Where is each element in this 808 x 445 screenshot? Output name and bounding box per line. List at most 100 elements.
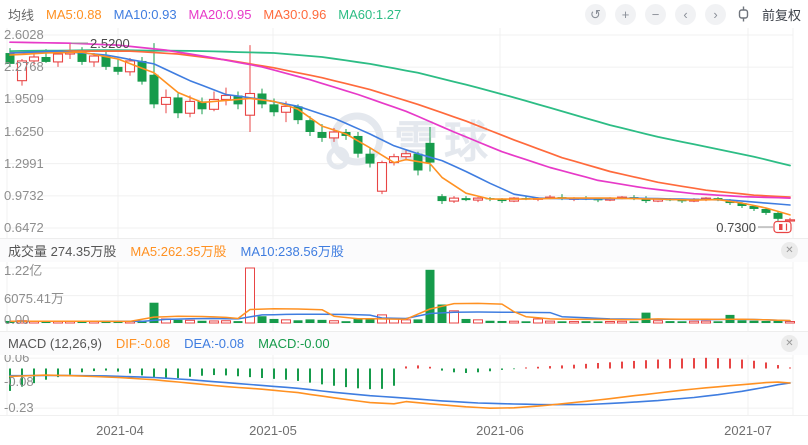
candle-body bbox=[761, 208, 771, 213]
candle-body bbox=[353, 135, 363, 154]
volume-bar bbox=[497, 320, 507, 323]
volume-bar bbox=[401, 319, 411, 324]
zoom-in-button[interactable]: + bbox=[614, 3, 636, 25]
kline-style-button[interactable] bbox=[735, 5, 753, 23]
volume-bar bbox=[209, 320, 219, 324]
volume-bar bbox=[581, 321, 591, 323]
volume-bar bbox=[329, 320, 339, 324]
volume-bar bbox=[713, 321, 723, 323]
volume-bar bbox=[461, 318, 471, 323]
candle-body bbox=[173, 97, 183, 114]
candle-body bbox=[77, 51, 87, 62]
pan-right-button[interactable]: › bbox=[704, 3, 726, 25]
candle-body bbox=[749, 206, 759, 209]
candle-body bbox=[497, 199, 507, 202]
candle-body bbox=[208, 98, 220, 110]
high-price-annotation: 2.5200 bbox=[90, 36, 130, 51]
volume-bar bbox=[509, 320, 519, 324]
candle-body bbox=[101, 56, 111, 67]
reset-button[interactable]: ↺ bbox=[584, 3, 606, 25]
candle-body bbox=[124, 60, 136, 73]
candle-body bbox=[88, 55, 100, 63]
volume-bar bbox=[341, 321, 351, 323]
volume-bar bbox=[269, 318, 279, 323]
candle-body bbox=[448, 197, 460, 202]
volume-bar bbox=[557, 321, 567, 323]
candle-body bbox=[328, 131, 340, 139]
candle-body bbox=[737, 203, 747, 207]
candle-body bbox=[305, 120, 315, 132]
candle-body bbox=[160, 96, 172, 105]
volume-bar bbox=[593, 321, 603, 323]
candle-body bbox=[593, 199, 603, 201]
volume-bar bbox=[257, 316, 267, 323]
volume-bar bbox=[197, 320, 207, 323]
candle-body bbox=[677, 200, 687, 202]
volume-bar bbox=[77, 321, 87, 323]
candle-body bbox=[269, 104, 279, 113]
volume-legend-bar: 成交量 274.35万股 MA5:262.35万股 MA10:238.56万股 … bbox=[0, 238, 808, 262]
zoom-out-button[interactable]: − bbox=[644, 3, 666, 25]
watermark-logo bbox=[326, 146, 350, 170]
macd-dea-value: DEA:-0.08 bbox=[184, 336, 245, 351]
candle-body bbox=[365, 153, 375, 164]
volume-bar bbox=[689, 320, 699, 324]
pan-left-button[interactable]: ‹ bbox=[674, 3, 696, 25]
candle-body bbox=[41, 56, 51, 62]
ma-legend-bar: 均线 MA5:0.88 MA10:0.93 MA20:0.95 MA30:0.9… bbox=[0, 0, 808, 28]
volume-bar bbox=[617, 320, 627, 324]
candle-body bbox=[149, 74, 159, 105]
candle-body bbox=[113, 66, 123, 72]
macd-dif-value: DIF:-0.08 bbox=[115, 336, 171, 351]
volume-bar bbox=[149, 302, 159, 323]
candle-body bbox=[197, 101, 207, 110]
candle-body bbox=[220, 94, 232, 100]
volume-bar bbox=[677, 321, 687, 323]
volume-bar bbox=[233, 321, 243, 323]
volume-bar bbox=[317, 319, 327, 323]
volume-ma5-line bbox=[9, 302, 791, 323]
volume-close-button[interactable]: ✕ bbox=[781, 242, 798, 259]
candle-body bbox=[28, 56, 40, 62]
macd-close-button[interactable]: ✕ bbox=[781, 335, 798, 352]
candle-body bbox=[773, 212, 783, 219]
volume-bar bbox=[293, 320, 303, 323]
date-axis-divider bbox=[0, 415, 808, 416]
ma60-value: MA60:1.27 bbox=[338, 6, 402, 22]
volume-ma10-value: MA10:238.56万股 bbox=[240, 244, 344, 259]
candle-body bbox=[400, 153, 412, 158]
volume-ma5-value: MA5:262.35万股 bbox=[130, 244, 227, 259]
price-ma20-line bbox=[9, 41, 791, 199]
volume-bar bbox=[701, 320, 711, 324]
volume-bar bbox=[641, 312, 651, 323]
volume-bar bbox=[485, 320, 495, 323]
volume-bar bbox=[305, 319, 315, 323]
volume-bar bbox=[665, 321, 675, 323]
price-adjust-mode[interactable]: 前复权 bbox=[761, 7, 801, 23]
macd-legend-bar: MACD (12,26,9) DIF:-0.08 DEA:-0.08 MACD:… bbox=[0, 331, 808, 355]
volume-bar bbox=[449, 310, 459, 324]
volume-bar bbox=[749, 320, 759, 323]
volume-bar bbox=[221, 320, 231, 324]
volume-bar bbox=[521, 321, 531, 323]
candle-body bbox=[641, 199, 651, 202]
volume-bar bbox=[437, 304, 447, 323]
volume-bar bbox=[785, 321, 795, 324]
chart-toolbar: ↺ + − ‹ › 前复权 bbox=[584, 3, 808, 25]
volume-bar bbox=[425, 269, 435, 323]
candle-body bbox=[425, 142, 435, 163]
last-price-annotation: 0.7300 bbox=[716, 220, 756, 235]
volume-bar bbox=[605, 321, 615, 324]
volume-bar bbox=[185, 319, 195, 324]
volume-bar bbox=[281, 319, 291, 324]
macd-dea-line bbox=[9, 374, 791, 406]
volume-bar bbox=[41, 321, 51, 323]
volume-bar bbox=[101, 321, 111, 323]
volume-bar bbox=[761, 320, 771, 323]
volume-bar bbox=[533, 318, 543, 324]
volume-bar bbox=[413, 319, 423, 323]
candle-body bbox=[293, 106, 303, 121]
volume-bar bbox=[365, 319, 375, 323]
